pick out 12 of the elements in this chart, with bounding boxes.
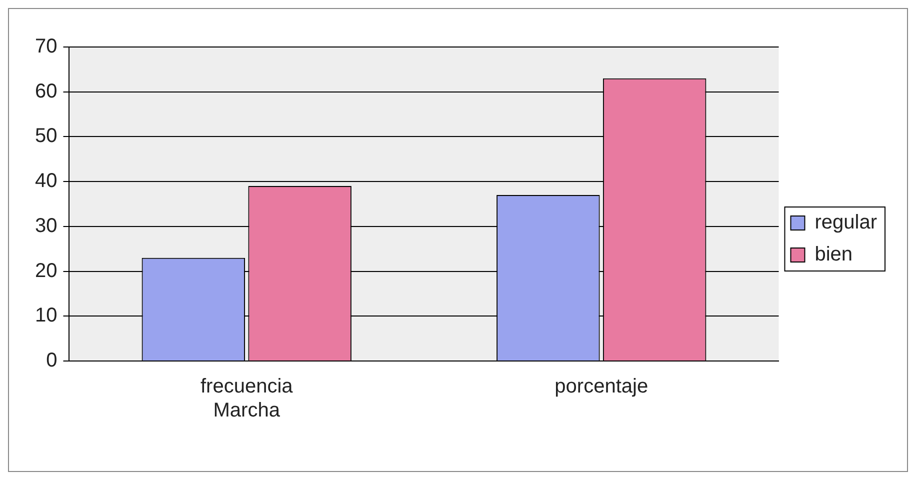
y-tick-label: 10 [34,304,58,327]
x-tick-label: porcentaje [554,376,648,398]
x-tick-label: frecuencia Marcha [200,376,294,422]
legend-label: regular [814,212,878,234]
y-tick-label: 40 [34,170,58,192]
y-tick-label: 20 [34,260,58,282]
y-tick-label: 60 [34,80,58,102]
y-tick-label: 70 [34,36,58,58]
y-tick-label: 0 [46,350,58,372]
y-tick-label: 50 [34,125,58,148]
y-tick-label: 30 [34,214,58,237]
legend-label: bien [814,244,853,266]
